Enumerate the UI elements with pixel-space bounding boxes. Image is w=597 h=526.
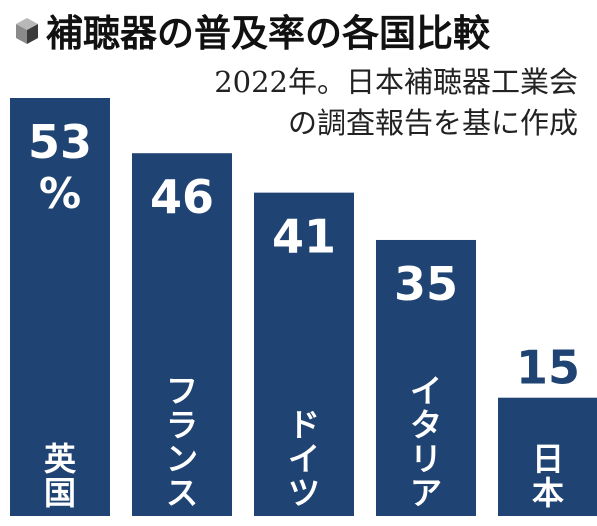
chart-note-line1: 2022年。日本補聴器工業会 [214,65,578,99]
cube-icon-right [27,24,38,44]
category-label-2: ドイツ [288,406,320,512]
bars-group: 53% 英国 46 フランス 41 ドイツ 35 イタリア 15 日本 [10,98,597,516]
bar-2 [254,192,354,516]
cube-icon [16,18,38,44]
chart-title: 補聴器の普及率の各国比較 [46,12,491,55]
category-label-3: イタリア [410,372,442,512]
category-label-1: フランス [166,372,198,512]
bar-value-2: 41 [272,210,336,264]
bar-0 [10,98,110,516]
bar-value-0: 53 [28,115,92,169]
bar-3 [376,239,476,516]
cube-icon-left [16,24,27,44]
category-label-0: 英国 [44,440,77,512]
chart-note-line2: の調査報告を基に作成 [288,106,578,140]
category-label-4: 日本 [532,440,564,512]
bar-4 [498,397,597,516]
bar-value-1: 46 [150,170,214,224]
bar-unit-label: % [39,169,81,218]
bar-value-3: 35 [394,257,458,311]
bar-1 [132,153,232,516]
bar-value-4: 15 [516,341,580,395]
